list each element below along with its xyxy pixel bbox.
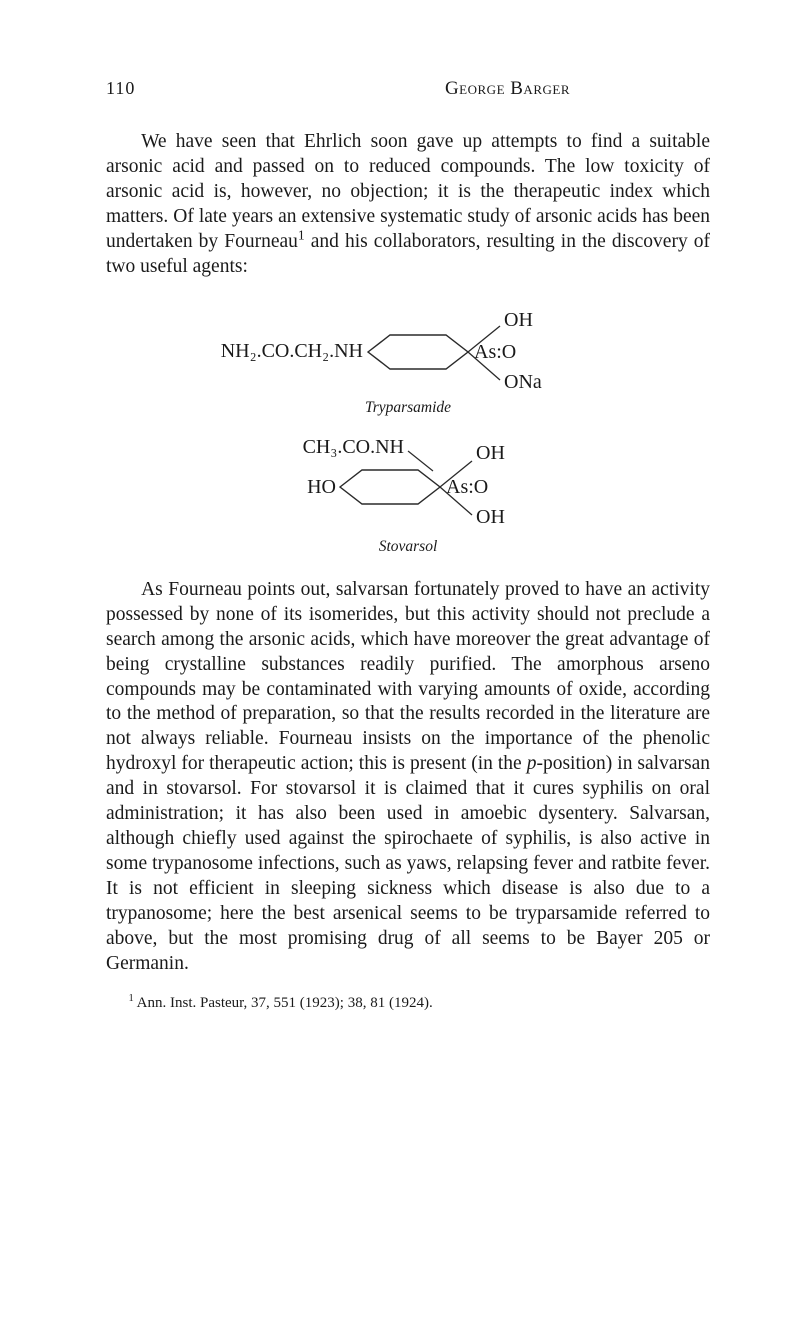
f1-r2: As:O <box>474 341 516 363</box>
f2-r3: OH <box>476 506 505 528</box>
stovarsol-caption: Stovarsol <box>379 538 438 556</box>
page-header: 110 George Barger <box>106 78 710 100</box>
formula-tryparsamide: NH₂.CO.CH₂.NH OH As:O ONa Tryparsamide <box>106 302 710 417</box>
paragraph-1: We have seen that Ehrlich soon gave up a… <box>106 130 710 280</box>
f2-ring <box>340 470 440 504</box>
f1-left-text: NH₂.CO.CH₂.NH <box>221 340 363 362</box>
para2-italic-p: p <box>527 753 537 774</box>
footnote-ref-1: 1 <box>298 227 305 242</box>
footnote-1: 1 Ann. Inst. Pasteur, 37, 551 (1923); 38… <box>106 995 710 1012</box>
f1-r3: ONa <box>504 371 542 393</box>
footnote-text: Ann. Inst. Pasteur, 37, 551 (1923); 38, … <box>134 995 433 1011</box>
para2-text-c: -position) in salvarsan and in stovarsol… <box>106 753 710 974</box>
para2-text-a: As Fourneau points out, salvarsan fortun… <box>106 579 710 775</box>
f1-ring <box>368 335 468 369</box>
running-head: George Barger <box>445 78 570 100</box>
formula-stovarsol: CH₃.CO.NH HO OH As:O OH Stovarsol <box>106 431 710 556</box>
tryparsamide-caption: Tryparsamide <box>365 399 451 417</box>
chemical-formulas: NH₂.CO.CH₂.NH OH As:O ONa Tryparsamide C… <box>106 302 710 556</box>
stovarsol-structure: CH₃.CO.NH HO OH As:O OH <box>218 431 598 536</box>
paragraph-2: As Fourneau points out, salvarsan fortun… <box>106 578 710 977</box>
f2-top: CH₃.CO.NH <box>303 436 404 458</box>
f2-r2: As:O <box>446 476 488 498</box>
page-number: 110 <box>106 78 135 99</box>
f2-r1: OH <box>476 442 505 464</box>
f2-left: HO <box>307 476 336 498</box>
f1-r1: OH <box>504 309 533 331</box>
tryparsamide-structure: NH₂.CO.CH₂.NH OH As:O ONa <box>178 302 638 397</box>
f2-top-bond <box>408 451 433 471</box>
